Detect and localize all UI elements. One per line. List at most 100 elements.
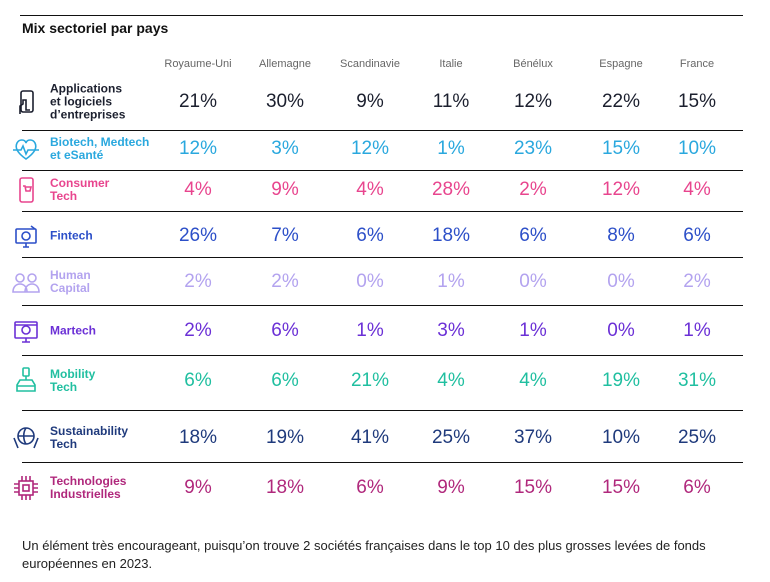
value-cell: 15% [601,477,641,498]
value-cell: 2% [683,271,711,292]
value-cell: 9% [437,477,465,498]
sector-label: Human Capital [50,269,91,295]
chip-icon [14,476,38,500]
value-cell: 30% [265,91,305,112]
value-cell: 18% [265,477,305,498]
value-cell: 2% [271,271,299,292]
value-cell: 6% [356,477,384,498]
sector-label-line: Tech [50,189,78,203]
row-divider [22,305,743,306]
value-cell: 6% [271,320,299,341]
page-title: Mix sectoriel par pays [22,20,169,36]
sector-label-line: Biotech, Medtech [50,135,150,149]
monitor-target-icon [14,321,38,343]
sector-label: Consumer Tech [50,177,109,203]
column-header: Allemagne [259,58,311,70]
top-rule [20,15,743,16]
value-cell: 9% [184,477,212,498]
monitor-coin-icon [15,225,37,248]
value-cell: 10% [601,427,641,448]
value-cell: 12% [601,179,641,200]
sector-label: Applications et logiciels d’entreprises [50,81,126,122]
value-cell: 26% [178,225,218,246]
value-cell: 6% [271,370,299,391]
sector-label-line: et eSanté [50,148,104,162]
sector-label: Sustainability Tech [50,425,128,451]
column-header: Espagne [599,58,643,70]
value-cell: 4% [184,179,212,200]
sector-label-line: Sustainability [50,424,129,438]
phone-touch-icon [19,90,34,114]
value-cell: 3% [437,320,465,341]
value-cell: 23% [513,138,553,159]
value-cell: 25% [677,427,717,448]
value-cell: 12% [513,91,553,112]
value-cell: 6% [683,225,711,246]
car-phone-icon [16,367,36,392]
sector-label: Mobility Tech [50,368,95,394]
value-cell: 15% [677,91,717,112]
value-cell: 0% [356,271,384,292]
value-cell: 4% [683,179,711,200]
value-cell: 3% [271,138,299,159]
sector-label: Fintech [50,228,93,243]
column-header: France [679,58,715,70]
sector-label-line: Tech [50,380,78,394]
value-cell: 6% [356,225,384,246]
row-divider [22,130,743,131]
column-header: Royaume-Uni [164,58,232,70]
sector-label-line: Consumer [50,176,110,190]
row-divider [22,170,743,171]
value-cell: 6% [184,370,212,391]
row-divider [22,211,743,212]
value-cell: 8% [607,225,635,246]
row-divider [22,410,743,411]
column-header: Scandinavie [340,58,400,70]
value-cell: 0% [519,271,547,292]
value-cell: 2% [184,271,212,292]
value-cell: 2% [519,179,547,200]
sector-label: Biotech, Medtech et eSanté [50,136,149,162]
value-cell: 25% [431,427,471,448]
row-divider [22,355,743,356]
value-cell: 1% [437,138,465,159]
sector-label-line: Martech [50,323,97,338]
people-icon [12,273,40,293]
value-cell: 4% [437,370,465,391]
value-cell: 19% [265,427,305,448]
value-cell: 12% [178,138,218,159]
value-cell: 6% [519,225,547,246]
value-cell: 9% [356,91,384,112]
sector-label-line: Capital [50,281,91,295]
heart-pulse-icon [13,139,39,160]
sector-label-line: Mobility [50,367,96,381]
sector-label-line: Fintech [50,228,93,243]
value-cell: 41% [350,427,390,448]
value-cell: 15% [601,138,641,159]
value-cell: 0% [607,271,635,292]
sector-label-line: Applications [50,81,123,96]
value-cell: 21% [350,370,390,391]
value-cell: 10% [677,138,717,159]
value-cell: 1% [437,271,465,292]
globe-hands-icon [13,427,39,449]
sector-label-line: d’entreprises [50,107,126,122]
value-cell: 1% [356,320,384,341]
value-cell: 21% [178,91,218,112]
value-cell: 4% [519,370,547,391]
value-cell: 0% [607,320,635,341]
sector-label-line: Tech [50,437,78,451]
sector-label-line: Technologies [50,474,127,488]
value-cell: 7% [271,225,299,246]
value-cell: 37% [513,427,553,448]
value-cell: 2% [184,320,212,341]
value-cell: 4% [356,179,384,200]
value-cell: 31% [677,370,717,391]
value-cell: 12% [350,138,390,159]
value-cell: 15% [513,477,553,498]
value-cell: 19% [601,370,641,391]
sector-label-line: Human [50,268,91,282]
sector-label: Technologies Industrielles [50,475,126,501]
value-cell: 18% [178,427,218,448]
value-cell: 6% [683,477,711,498]
